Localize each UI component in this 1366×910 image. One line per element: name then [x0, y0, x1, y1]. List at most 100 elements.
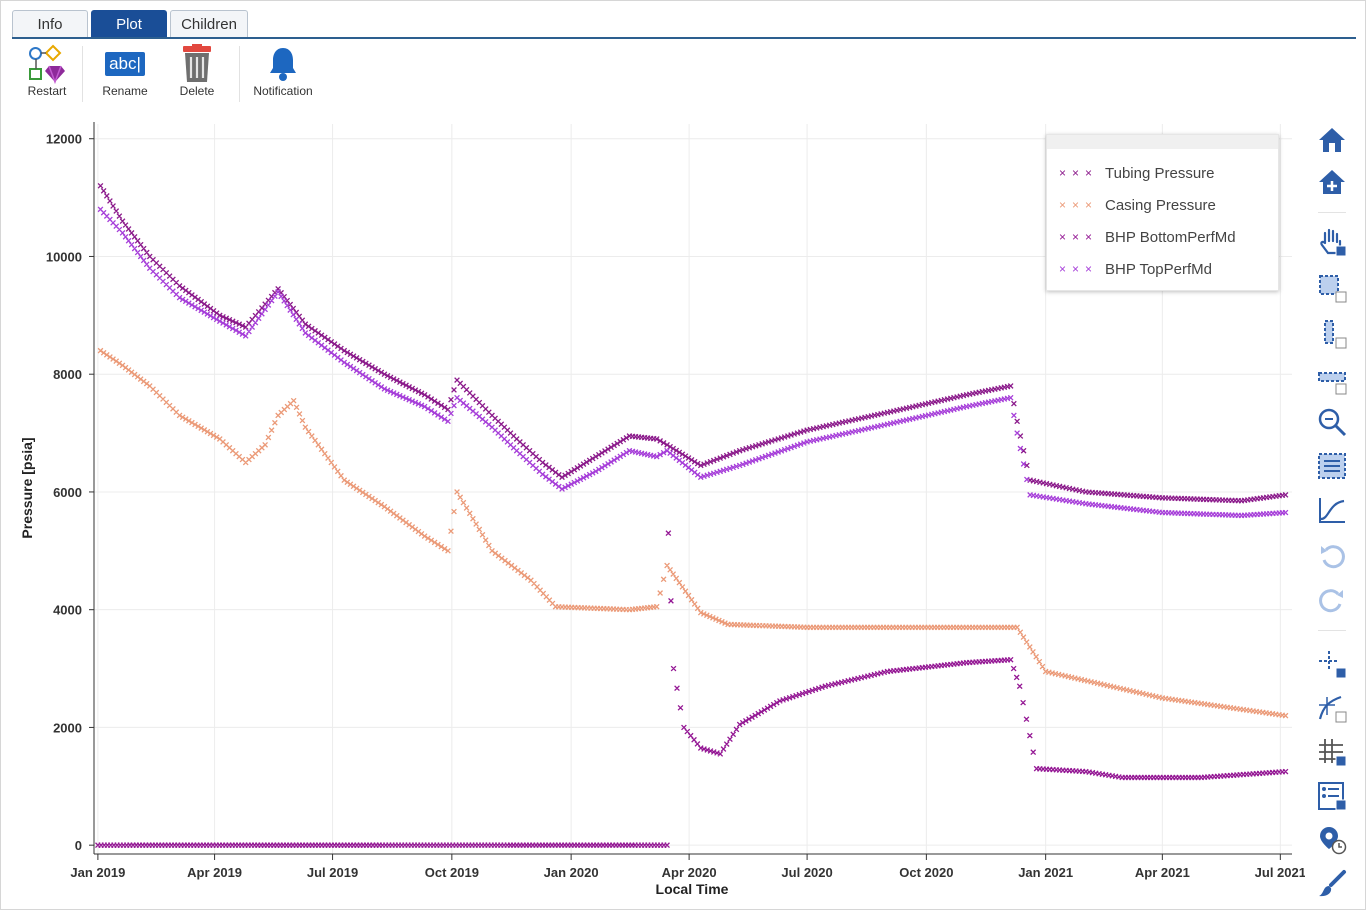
pan-icon	[1320, 228, 1347, 257]
y-tick-label: 12000	[46, 132, 82, 147]
y-tick-label: 2000	[53, 720, 82, 735]
home-all-button[interactable]	[1310, 164, 1354, 200]
home-icon	[1319, 128, 1345, 152]
restart-label: Restart	[27, 84, 67, 98]
rename-button[interactable]: abc| Rename	[83, 44, 167, 108]
curve-icon	[1319, 498, 1345, 523]
series-markers	[97, 347, 1289, 719]
legend-icon	[1318, 782, 1347, 811]
toolbar: Restart abc| Rename Delete Notification	[12, 44, 326, 108]
restart-icon	[27, 44, 67, 84]
axes	[93, 122, 1292, 855]
rail-separator	[1318, 630, 1346, 631]
select-icon	[1318, 453, 1346, 479]
undo-button[interactable]	[1310, 538, 1354, 574]
box-zoom-button[interactable]	[1310, 270, 1354, 306]
y-tick-label: 4000	[53, 603, 82, 618]
rename-icon: abc|	[105, 44, 145, 84]
y-tick-label: 6000	[53, 485, 82, 500]
x-tick-label: Jul 2019	[307, 865, 358, 880]
hover-button[interactable]	[1310, 690, 1354, 726]
home-button[interactable]	[1310, 122, 1354, 158]
paint-button[interactable]	[1310, 866, 1354, 902]
home-all-icon	[1319, 170, 1345, 194]
rename-label: Rename	[102, 84, 148, 98]
legend-item-tubing[interactable]: ××× Tubing Pressure	[1059, 163, 1215, 183]
legend-marker: ×××	[1059, 262, 1099, 276]
redo-icon	[1319, 589, 1343, 613]
x-tick-label: Apr 2021	[1135, 865, 1190, 880]
x-tick-label: Jul 2021	[1255, 865, 1305, 880]
grid-button[interactable]	[1310, 734, 1354, 770]
legend-marker: ×××	[1059, 230, 1099, 244]
y-tick-label: 0	[75, 838, 82, 853]
y-zoom-icon	[1318, 372, 1347, 395]
time-icon	[1320, 827, 1347, 855]
legend-label: Casing Pressure	[1105, 196, 1216, 214]
notification-label: Notification	[253, 84, 313, 98]
box-zoom-icon	[1319, 275, 1347, 303]
legend-label: Tubing Pressure	[1105, 164, 1215, 182]
y-zoom-button[interactable]	[1310, 362, 1354, 398]
y-axis-label: Pressure [psia]	[19, 437, 35, 538]
grid-icon	[1319, 739, 1347, 767]
series-bhp-topperfmd	[97, 206, 1289, 519]
zoom-icon	[1318, 408, 1347, 437]
legend-item-bhp-top[interactable]: ××× BHP TopPerfMd	[1059, 259, 1212, 279]
tab-plot[interactable]: Plot	[91, 10, 167, 37]
toolbar-separator	[239, 46, 240, 102]
legend-label: BHP BottomPerfMd	[1105, 228, 1236, 246]
legend-marker: ×××	[1059, 166, 1099, 180]
legend-toggle-button[interactable]	[1310, 778, 1354, 814]
series-layer	[95, 182, 1289, 849]
select-button[interactable]	[1310, 448, 1354, 484]
tab-bar: Info Plot Children	[12, 10, 248, 38]
chart-legend[interactable]: ××× Tubing Pressure ××× Casing Pressure …	[1046, 134, 1279, 291]
pan-button[interactable]	[1310, 224, 1354, 260]
curve-button[interactable]	[1310, 492, 1354, 528]
legend-item-casing[interactable]: ××× Casing Pressure	[1059, 195, 1216, 215]
toolbar-separator	[82, 46, 83, 102]
rename-icon-text: abc|	[105, 52, 145, 76]
x-tick-label: Jan 2019	[70, 865, 125, 880]
x-axis-ticks: Jan 2019 Apr 2019 Jul 2019 Oct 2019 Jan 2020…	[70, 854, 1305, 880]
paint-icon	[1319, 870, 1346, 897]
legend-header	[1047, 135, 1278, 149]
series-bhp-bottomperfmd	[95, 530, 1289, 849]
crosshair-button[interactable]	[1310, 646, 1354, 682]
legend-item-bhp-bottom[interactable]: ××× BHP BottomPerfMd	[1059, 227, 1236, 247]
tab-info[interactable]: Info	[12, 10, 88, 37]
notification-button[interactable]: Notification	[240, 44, 326, 108]
time-button[interactable]	[1310, 822, 1354, 858]
x-tick-label: Oct 2019	[425, 865, 479, 880]
x-tick-label: Jan 2021	[1018, 865, 1073, 880]
x-zoom-button[interactable]	[1310, 316, 1354, 352]
rail-separator	[1318, 212, 1346, 213]
x-tick-label: Jul 2020	[781, 865, 832, 880]
series-tubing-pressure	[97, 182, 1289, 504]
legend-marker: ×××	[1059, 198, 1099, 212]
x-tick-label: Oct 2020	[899, 865, 953, 880]
hover-icon	[1318, 695, 1347, 723]
x-tick-label: Apr 2019	[187, 865, 242, 880]
legend-label: BHP TopPerfMd	[1105, 260, 1212, 278]
x-axis-label: Local Time	[656, 881, 729, 897]
tab-children[interactable]: Children	[170, 10, 248, 37]
delete-button[interactable]: Delete	[167, 44, 227, 108]
x-tick-label: Apr 2020	[662, 865, 717, 880]
series-markers	[95, 530, 1289, 849]
crosshair-icon	[1319, 651, 1347, 679]
series-markers	[97, 182, 1289, 504]
zoom-button[interactable]	[1310, 404, 1354, 440]
y-tick-label: 10000	[46, 249, 82, 264]
undo-icon	[1321, 545, 1345, 569]
x-tick-label: Jan 2020	[544, 865, 599, 880]
restart-button[interactable]: Restart	[12, 44, 82, 108]
trash-icon	[180, 44, 214, 84]
tab-underline	[12, 37, 1356, 39]
redo-button[interactable]	[1310, 582, 1354, 618]
series-casing-pressure	[97, 347, 1289, 719]
y-tick-label: 8000	[53, 367, 82, 382]
x-zoom-icon	[1324, 320, 1347, 349]
delete-label: Delete	[179, 84, 215, 98]
